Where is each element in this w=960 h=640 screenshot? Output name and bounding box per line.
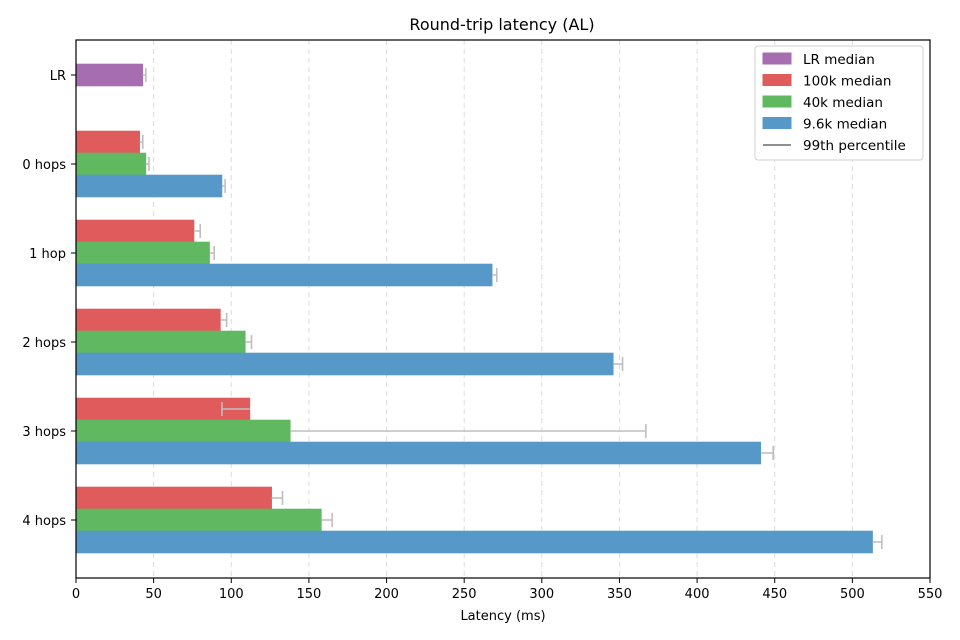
x-tick-label: 300 [529,587,554,602]
y-tick-label: 2 hops [22,336,66,351]
legend-label: 99th percentile [803,138,906,154]
legend-box [754,45,924,161]
x-tick-label: 50 [145,587,162,602]
x-tick-label: 100 [219,587,244,602]
legend: LR median 100k median 40k median 9.6k media… [754,45,924,161]
bar [75,130,140,154]
legend-label: 100k median [803,74,891,90]
legend-label: 9.6k median [803,117,887,133]
x-tick-label: 450 [762,587,787,602]
legend-swatch [762,117,792,129]
x-tick-label: 500 [840,587,865,602]
x-tick-label: 350 [607,587,632,602]
legend-swatch [762,74,792,86]
bar [75,352,614,376]
y-tick-label: 1 hop [29,247,66,262]
y-tick-label: 4 hops [22,514,66,529]
bar [75,330,246,354]
legend-swatch [762,95,792,108]
x-axis-label: Latency (ms) [460,609,545,624]
legend-label: 40k median [803,95,883,111]
x-tick-label: 0 [72,587,80,602]
plot-frame [75,39,931,579]
bar [75,486,272,510]
bar [75,241,210,265]
bar [75,174,223,198]
bar [75,530,873,554]
x-axis-ticks: 0 50 100 150 200 250 300 350 400 450 500 550 [72,578,943,602]
bar [75,441,762,465]
bar [75,419,291,443]
error-bars [139,68,883,549]
x-tick-label: 250 [452,587,477,602]
x-tick-label: 200 [374,587,399,602]
x-tick-label: 550 [918,587,943,602]
bar [75,308,221,332]
x-tick-label: 400 [685,587,710,602]
bar [75,508,322,532]
y-tick-label: LR [50,69,66,84]
legend-swatch [762,52,792,65]
chart-title: Round-trip latency (AL) [409,15,594,34]
bar [75,219,195,243]
bars [75,63,873,554]
legend-label: LR median [803,52,875,68]
bar [75,263,493,287]
y-axis-ticks: LR 0 hops 1 hop 2 hops 3 hops 4 hops [22,69,76,529]
bar [75,63,144,87]
y-tick-label: 3 hops [22,425,66,440]
bar [75,152,147,176]
x-tick-label: 150 [296,587,321,602]
y-tick-label: 0 hops [22,158,66,173]
